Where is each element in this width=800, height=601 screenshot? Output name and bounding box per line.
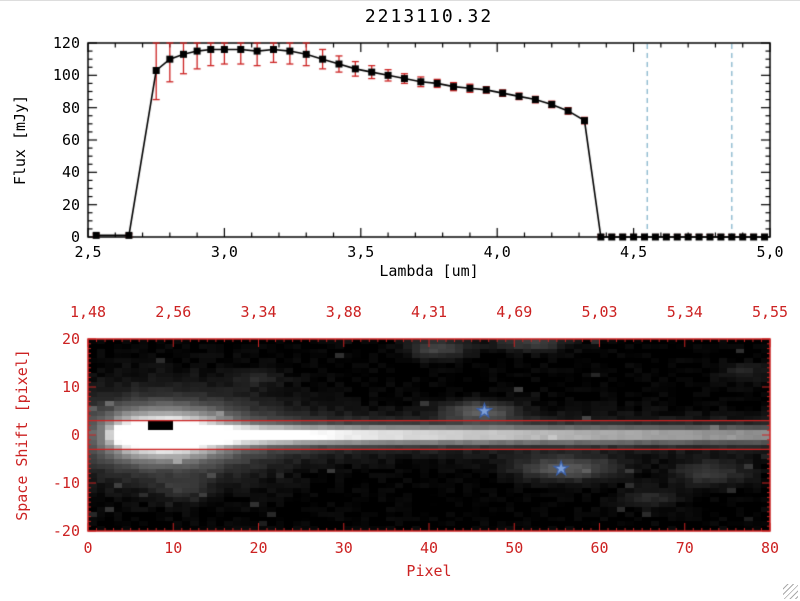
lambda-tick-label: 4,0 (483, 243, 511, 261)
wavelength-tick-label: 4,69 (496, 303, 533, 321)
pixel-tick-label: 80 (760, 539, 780, 557)
space-shift-tick-label: 10 (61, 378, 80, 396)
space-shift-axis-label: Space Shift [pixel] (13, 349, 31, 521)
flux-tick-label: 100 (52, 66, 80, 85)
resize-grip[interactable] (783, 584, 798, 599)
space-shift-tick-label: 0 (70, 426, 80, 444)
flux-axis-label: Flux [mJy] (11, 94, 29, 186)
flux-tick-label: 0 (70, 228, 80, 246)
pixel-axis-label: Pixel (406, 562, 452, 580)
wavelength-tick-label: 3,34 (240, 303, 277, 321)
flux-spectrum-canvas (0, 1, 800, 301)
pixel-tick-label: 70 (675, 539, 694, 557)
wavelength-tick-label: 5,03 (581, 303, 618, 321)
wavelength-tick-label: 3,88 (325, 303, 362, 321)
lambda-tick-label: 5,0 (756, 243, 784, 261)
pixel-tick-label: 0 (83, 539, 93, 557)
flux-tick-label: 120 (52, 34, 80, 52)
wavelength-tick-label: 5,34 (666, 303, 703, 321)
space-shift-tick-label: -10 (52, 474, 80, 492)
pixel-tick-label: 50 (505, 539, 524, 557)
lambda-tick-label: 3,5 (347, 243, 375, 261)
plot-title: 2213110.32 (364, 6, 494, 27)
lambda-tick-label: 3,0 (210, 243, 238, 261)
flux-tick-label: 40 (61, 163, 80, 182)
pixel-tick-label: 10 (164, 539, 183, 557)
space-shift-tick-label: 20 (61, 330, 80, 348)
lambda-tick-label: 2,5 (74, 243, 102, 261)
spectral-image-canvas (0, 301, 800, 601)
pixel-tick-label: 60 (590, 539, 609, 557)
wavelength-tick-label: 4,31 (410, 303, 448, 321)
pixel-tick-label: 40 (419, 539, 439, 557)
flux-tick-label: 60 (61, 131, 80, 149)
space-shift-tick-label: -20 (52, 522, 80, 540)
wavelength-tick-label: 2,56 (155, 303, 192, 321)
wavelength-tick-label: 5,55 (751, 303, 789, 321)
wavelength-tick-label: 1,48 (69, 303, 107, 321)
pixel-tick-label: 20 (249, 539, 268, 557)
flux-tick-label: 80 (61, 98, 80, 117)
pixel-tick-label: 30 (334, 539, 353, 557)
lambda-axis-label: Lambda [um] (379, 262, 479, 280)
flux-tick-label: 20 (61, 195, 80, 214)
lambda-tick-label: 4,5 (620, 243, 648, 261)
